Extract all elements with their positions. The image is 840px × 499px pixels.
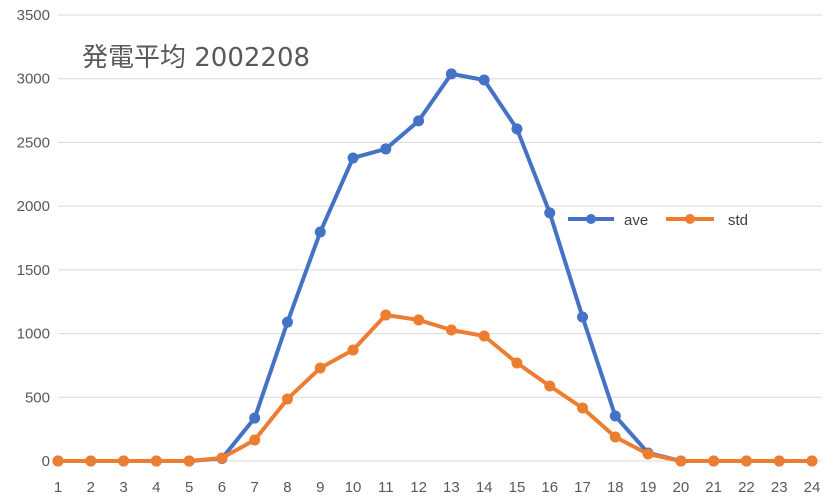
x-tick-label: 1 [54, 479, 62, 496]
y-tick-label: 2000 [17, 198, 50, 215]
x-tick-label: 18 [607, 479, 624, 496]
data-point-ave [511, 123, 523, 135]
chart-title: 発電平均 2002208 [82, 43, 310, 73]
y-tick-label: 2500 [17, 134, 50, 151]
y-tick-label: 0 [42, 453, 50, 470]
data-point-ave [380, 143, 392, 155]
data-point-ave [445, 68, 457, 80]
series-ave [52, 68, 818, 467]
data-point-ave [413, 115, 425, 127]
x-tick-label: 13 [443, 479, 460, 496]
data-point-std [740, 455, 752, 467]
y-tick-label: 3500 [17, 7, 50, 24]
legend-marker-std [685, 214, 695, 224]
x-tick-label: 4 [152, 479, 160, 496]
data-point-std [118, 455, 130, 467]
data-point-std [249, 434, 261, 446]
y-tick-label: 3000 [17, 71, 50, 88]
x-tick-label: 5 [185, 479, 193, 496]
data-point-std [216, 452, 228, 464]
x-tick-label: 9 [316, 479, 324, 496]
x-tick-label: 19 [640, 479, 657, 496]
x-tick-label: 14 [476, 479, 493, 496]
x-tick-label: 7 [251, 479, 259, 496]
data-point-std [642, 448, 654, 460]
x-tick-label: 20 [673, 479, 690, 496]
data-point-std [150, 455, 162, 467]
x-tick-label: 15 [509, 479, 526, 496]
data-point-std [52, 455, 64, 467]
data-point-std [85, 455, 97, 467]
data-point-std [413, 314, 425, 326]
data-point-std [609, 431, 621, 443]
x-tick-label: 16 [541, 479, 558, 496]
y-tick-label: 1500 [17, 262, 50, 279]
legend-label-ave: ave [624, 212, 648, 229]
data-point-std [544, 380, 556, 392]
data-point-std [445, 324, 457, 336]
x-tick-label: 24 [804, 479, 821, 496]
data-point-ave [314, 226, 326, 238]
series-std [52, 309, 818, 467]
y-tick-label: 500 [25, 389, 50, 406]
data-point-ave [609, 410, 621, 422]
legend: ave std [568, 212, 748, 229]
series-line-std [58, 312, 812, 463]
data-point-std [281, 393, 293, 405]
data-point-std [314, 362, 326, 374]
data-point-std [183, 455, 195, 467]
data-point-std [347, 344, 359, 356]
x-tick-label: 22 [738, 479, 755, 496]
data-point-ave [249, 412, 261, 424]
x-tick-label: 6 [218, 479, 226, 496]
data-point-std [708, 455, 720, 467]
data-point-std [773, 455, 785, 467]
data-point-std [577, 402, 589, 414]
data-point-std [675, 455, 687, 467]
data-point-ave [478, 74, 490, 86]
data-point-ave [281, 316, 293, 328]
x-tick-label: 2 [87, 479, 95, 496]
x-tick-label: 17 [574, 479, 591, 496]
x-tick-label: 3 [119, 479, 127, 496]
data-point-std [511, 357, 523, 369]
data-point-ave [577, 311, 589, 323]
x-tick-label: 23 [771, 479, 788, 496]
data-point-std [478, 330, 490, 342]
x-tick-label: 10 [345, 479, 362, 496]
legend-label-std: std [728, 212, 748, 229]
legend-marker-ave [586, 214, 596, 224]
x-tick-label: 12 [410, 479, 427, 496]
data-point-std [806, 455, 818, 467]
data-point-ave [347, 152, 359, 164]
data-point-std [380, 309, 392, 321]
x-tick-label: 8 [283, 479, 291, 496]
x-tick-label: 11 [378, 479, 394, 496]
y-tick-label: 1000 [17, 326, 50, 343]
x-tick-label: 21 [705, 479, 722, 496]
data-point-ave [544, 207, 556, 219]
series-line-ave [58, 71, 812, 463]
